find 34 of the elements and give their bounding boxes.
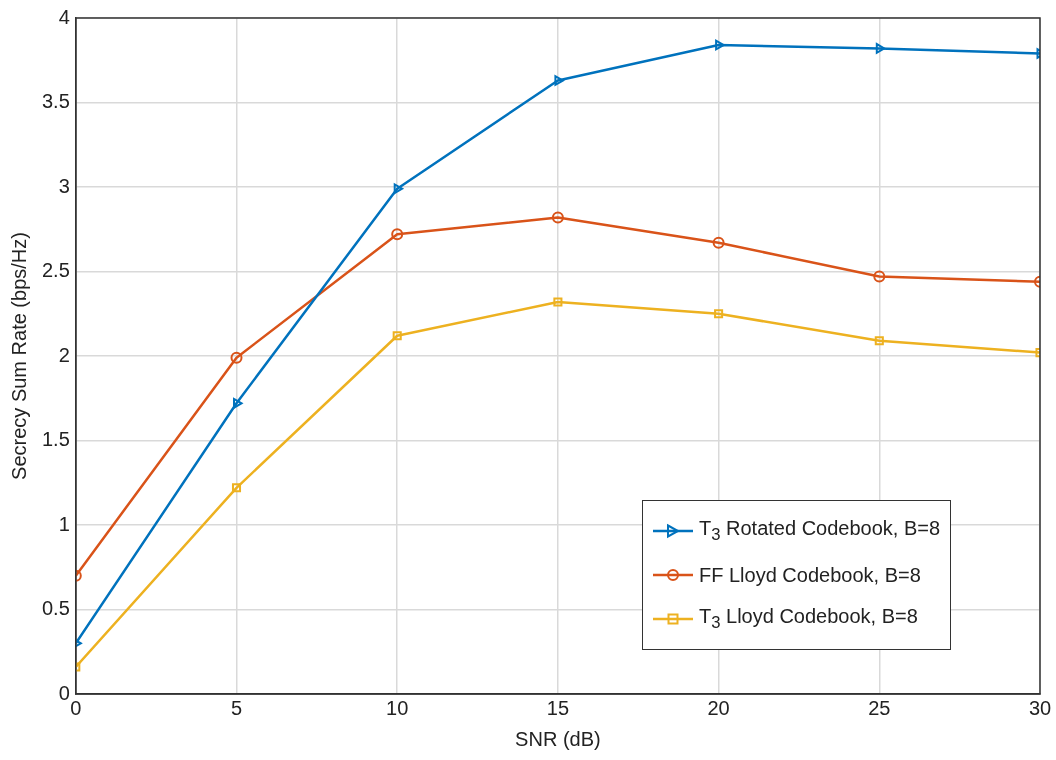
- y-tick-label: 0: [58, 681, 70, 704]
- point: [230, 351, 243, 364]
- x-tick-label: 15: [546, 696, 570, 719]
- y-tick-label: 2.5: [41, 259, 70, 282]
- point: [231, 483, 242, 493]
- y-tick-label: 3.5: [41, 90, 70, 113]
- point: [714, 309, 724, 319]
- point: [393, 183, 404, 195]
- y-tick-label: 4: [58, 5, 70, 28]
- point: [553, 297, 563, 307]
- x-tick-label: 10: [386, 696, 409, 719]
- y-tick-label: 1.5: [41, 428, 70, 451]
- point: [233, 397, 243, 409]
- x-axis-title: SNR (dB): [515, 727, 601, 750]
- y-tick-label: 2: [58, 343, 70, 366]
- point: [551, 211, 564, 224]
- legend-label: T$_{3}$ Rotated Codebook, B=8: [699, 517, 941, 545]
- x-tick-label: 30: [1028, 696, 1052, 719]
- x-tick-label: 5: [230, 696, 243, 719]
- point: [874, 336, 884, 346]
- x-tick-label: 25: [868, 696, 891, 719]
- x-tick-label: 20: [707, 696, 730, 719]
- point: [554, 75, 564, 86]
- point: [391, 228, 404, 241]
- y-tick-label: 1: [58, 512, 70, 535]
- point: [712, 236, 725, 249]
- point: [715, 39, 725, 51]
- legend-label: FF Lloyd Codebook, B=8: [699, 563, 921, 587]
- legend-label: T$_{3}$ Lloyd Codebook, B=8: [699, 605, 918, 633]
- y-axis-title: Secrecy Sum Rate (bps/Hz): [7, 232, 30, 480]
- point: [392, 331, 402, 341]
- y-tick-label: 3: [58, 174, 70, 197]
- point: [873, 270, 886, 283]
- y-tick-label: 0.5: [41, 597, 70, 620]
